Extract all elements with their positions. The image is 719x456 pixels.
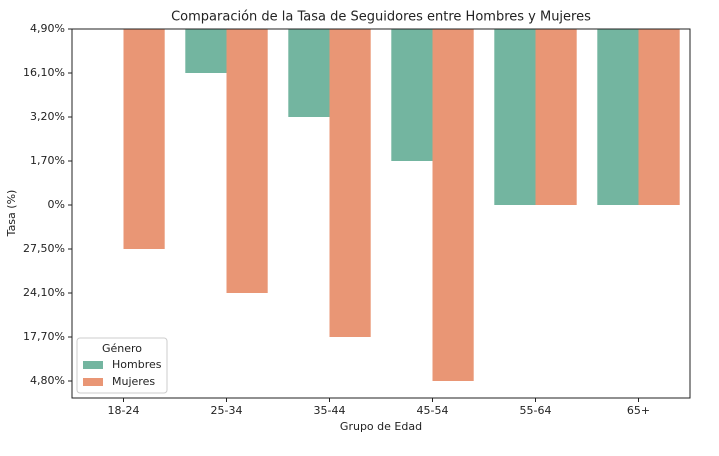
bar — [494, 29, 536, 205]
x-tick-label: 18-24 — [108, 404, 140, 417]
y-tick-label: 17,70% — [23, 330, 65, 343]
bar — [288, 29, 330, 117]
bar — [329, 29, 371, 337]
legend-title: Género — [102, 342, 142, 355]
legend-swatch — [83, 378, 103, 386]
y-tick-label: 24,10% — [23, 286, 65, 299]
bar — [123, 29, 165, 249]
bar — [185, 29, 227, 73]
x-tick-label: 55-64 — [520, 404, 552, 417]
bar — [226, 29, 268, 293]
plot-frame — [71, 28, 691, 399]
x-tick-label: 65+ — [627, 404, 650, 417]
bar — [391, 29, 433, 161]
y-tick-label: 3,20% — [30, 110, 65, 123]
bar — [535, 29, 577, 205]
bar — [638, 29, 680, 205]
bar — [432, 29, 474, 381]
chart-title: Comparación de la Tasa de Seguidores ent… — [171, 10, 591, 25]
y-tick-label: 0% — [48, 198, 65, 211]
x-tick-label: 35-44 — [314, 404, 346, 417]
x-tick-label: 25-34 — [211, 404, 243, 417]
y-tick-label: 4,80% — [30, 374, 65, 387]
y-tick-label: 27,50% — [23, 242, 65, 255]
legend-label: Mujeres — [112, 375, 155, 388]
legend-swatch — [83, 361, 103, 369]
y-tick-label: 4,90% — [30, 22, 65, 35]
y-tick-label: 1,70% — [30, 154, 65, 167]
x-axis-label: Grupo de Edad — [340, 420, 422, 433]
y-tick-label: 16,10% — [23, 66, 65, 79]
bar — [597, 29, 639, 205]
legend-label: Hombres — [112, 358, 162, 371]
y-axis-label: Tasa (%) — [5, 190, 18, 238]
x-tick-label: 45-54 — [417, 404, 449, 417]
